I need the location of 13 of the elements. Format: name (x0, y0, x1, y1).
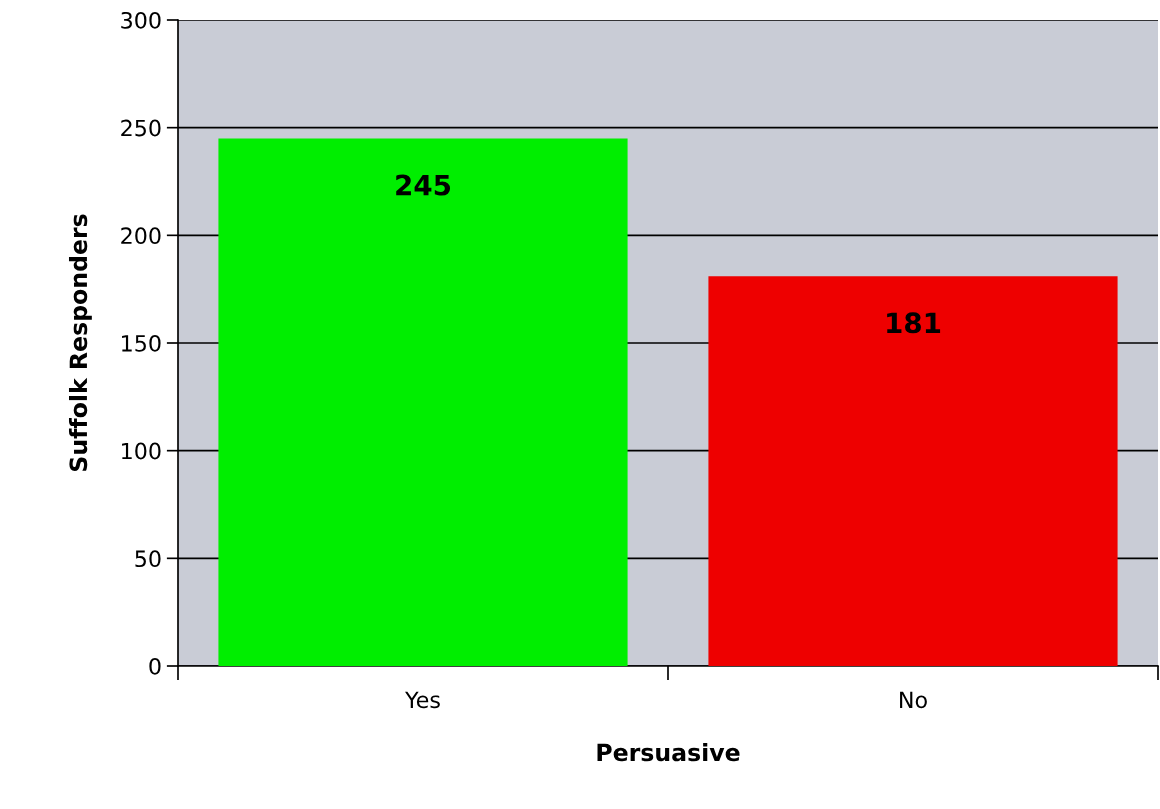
y-tick-label: 250 (121, 119, 161, 137)
y-tick-label: 0 (149, 657, 161, 675)
y-tick-label: 50 (135, 550, 161, 568)
y-tick-label: 300 (121, 11, 161, 29)
x-tick-label: No (900, 691, 927, 709)
x-tick-label: Yes (405, 691, 440, 709)
y-axis-title: Suffolk Responders (68, 214, 92, 471)
x-axis-title: Persuasive (597, 743, 740, 762)
y-tick-label: 150 (122, 334, 161, 352)
y-tick-label: 100 (122, 442, 161, 460)
y-tick-label: 200 (121, 227, 161, 245)
data-label: 181 (887, 312, 941, 334)
data-label: 245 (396, 174, 451, 196)
